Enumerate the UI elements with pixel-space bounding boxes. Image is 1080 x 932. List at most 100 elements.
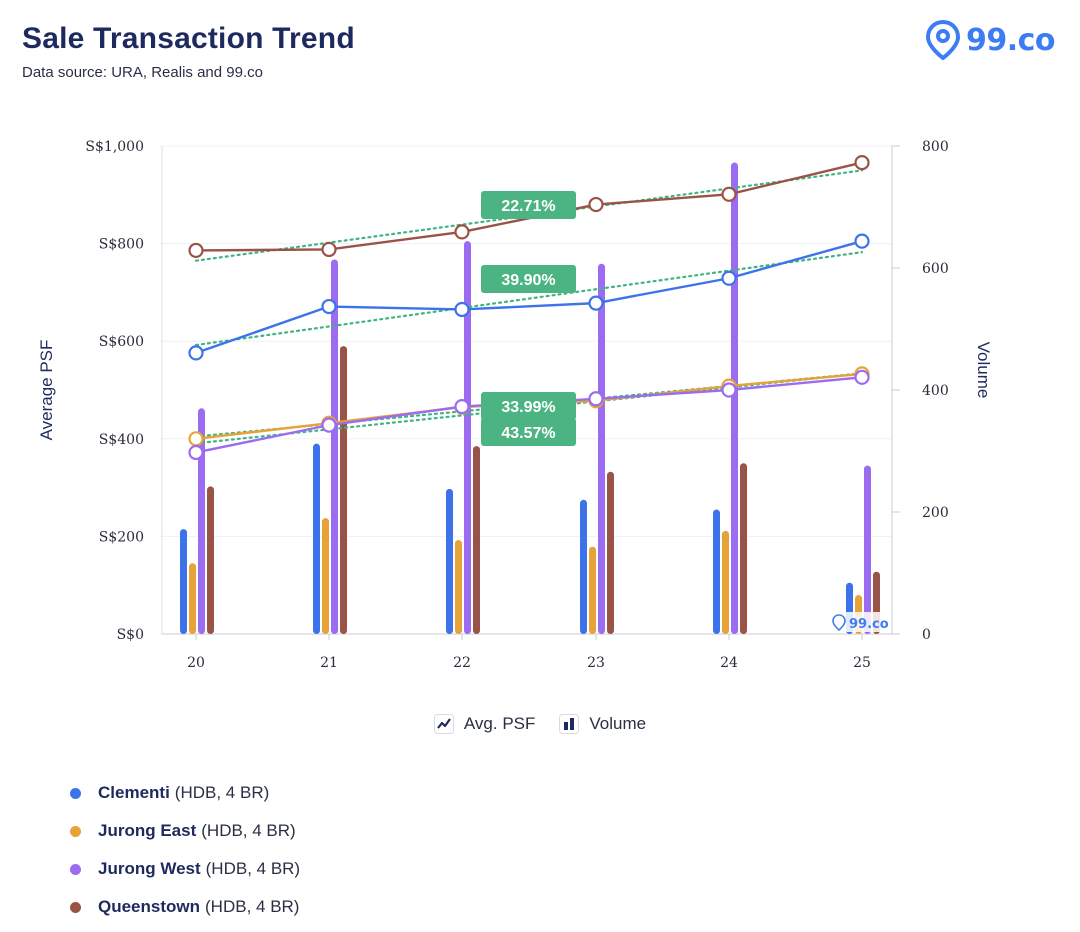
volume-bar [473, 446, 480, 634]
chart-watermark-logo: 99.co [830, 612, 889, 632]
volume-toggle-label: Volume [589, 714, 647, 733]
legend-name: Queenstown [98, 897, 201, 916]
legend-detail: (HDB, 4 BR) [205, 859, 301, 878]
legend-swatch [70, 787, 81, 799]
volume-toggle[interactable]: Volume [559, 714, 646, 734]
volume-bar [189, 563, 196, 634]
trend-percent-label: 22.71% [501, 198, 555, 215]
legend-item-clementi[interactable]: Clementi (HDB, 4 BR) [70, 774, 300, 812]
psf-point [188, 444, 204, 461]
trend-line [194, 251, 864, 347]
chart-legend: Clementi (HDB, 4 BR) Jurong East (HDB, 4… [70, 774, 300, 926]
psf-point [321, 241, 337, 258]
volume-bar [340, 346, 347, 634]
psf-point [721, 270, 737, 286]
badge-bg [481, 418, 576, 446]
badge-bg [481, 265, 576, 293]
x-tick-label: 25 [853, 655, 871, 671]
sale-trend-chart: S$0 S$200 S$400 S$600 S$800 S$1,000 0 200 400 600… [37, 139, 993, 671]
volume-bar [313, 443, 320, 634]
x-tick-label: 20 [187, 655, 205, 671]
psf-point [321, 298, 337, 315]
legend-swatch [70, 863, 81, 875]
volume-bar [464, 241, 471, 634]
x-tick-label: 21 [320, 655, 338, 671]
psf-point [854, 369, 870, 385]
y-left-tick-label: S$800 [99, 237, 144, 253]
volume-bar [331, 259, 338, 634]
chart-mode-toggles: Avg. PSF Volume [0, 714, 1080, 734]
psf-point [321, 417, 337, 433]
brand-logo[interactable]: 99.co [926, 20, 1056, 60]
volume-bar [446, 488, 453, 634]
x-tick-label: 23 [587, 655, 605, 671]
psf-point [588, 295, 604, 311]
legend-item-queenstown[interactable]: Queenstown (HDB, 4 BR) [70, 888, 300, 926]
watermark-text: 99.co [849, 617, 889, 632]
volume-bar [322, 518, 329, 634]
psf-point [188, 431, 204, 447]
psf-point [454, 224, 470, 240]
psf-point [721, 186, 737, 202]
volume-bar [598, 263, 605, 634]
volume-bar [580, 499, 587, 634]
volume-bar [589, 546, 596, 634]
psf-point [454, 301, 470, 318]
psf-point [721, 382, 737, 398]
trend-percent-badge: 39.90% [481, 265, 576, 293]
volume-bar [607, 471, 614, 634]
legend-swatch [70, 901, 81, 913]
trend-percent-label: 43.57% [501, 425, 555, 442]
volume-bar [455, 540, 462, 634]
psf-point [454, 398, 470, 415]
y-right-tick-label: 800 [922, 139, 949, 155]
volume-bar [864, 465, 871, 634]
volume-bar [207, 486, 214, 634]
legend-item-jurong-east[interactable]: Jurong East (HDB, 4 BR) [70, 812, 300, 850]
legend-detail: (HDB, 4 BR) [174, 783, 270, 802]
y-left-tick-label: S$1,000 [85, 139, 144, 155]
trend-percent-label: 33.99% [501, 399, 555, 416]
x-tick-label: 22 [453, 655, 471, 671]
y-left-tick-label: S$400 [99, 432, 144, 448]
psf-line [195, 240, 863, 355]
y-right-axis-title: Volume [974, 342, 993, 399]
psf-point [188, 345, 204, 361]
y-right-tick-label: 200 [922, 505, 949, 521]
y-left-tick-label: S$600 [99, 334, 144, 350]
location-pin-icon [832, 614, 846, 632]
trend-percent-label: 39.90% [501, 272, 555, 289]
location-pin-icon [926, 20, 960, 60]
y-left-tick-label: S$0 [117, 627, 144, 643]
legend-item-jurong-west[interactable]: Jurong West (HDB, 4 BR) [70, 850, 300, 888]
page-title: Sale Transaction Trend [22, 22, 355, 55]
y-right-tick-label: 0 [922, 627, 931, 643]
psf-point [854, 154, 870, 171]
line-chart-icon [433, 714, 454, 734]
y-right-tick-label: 400 [922, 383, 949, 399]
psf-point [188, 242, 204, 259]
volume-bar [722, 530, 729, 634]
psf-point [588, 196, 604, 213]
legend-name: Clementi [98, 783, 170, 802]
data-source-subtitle: Data source: URA, Realis and 99.co [22, 64, 263, 81]
legend-name: Jurong West [98, 859, 201, 878]
legend-swatch [70, 825, 81, 837]
badge-bg [481, 191, 576, 219]
bar-chart-icon [559, 714, 580, 734]
trend-percent-badge: 22.71% [481, 191, 576, 219]
legend-detail: (HDB, 4 BR) [205, 897, 300, 916]
psf-point [588, 391, 604, 407]
volume-bar [713, 509, 720, 634]
volume-bar [740, 463, 747, 634]
legend-name: Jurong East [98, 821, 197, 840]
legend-detail: (HDB, 4 BR) [201, 821, 296, 840]
volume-bar [180, 529, 187, 634]
y-left-tick-label: S$200 [99, 529, 144, 545]
trend-percent-badge: 33.99% [481, 392, 576, 420]
brand-name: 99.co [966, 22, 1056, 58]
y-right-tick-label: 600 [922, 261, 949, 277]
y-left-axis-title: Average PSF [37, 340, 56, 441]
avg-psf-toggle-label: Avg. PSF [463, 714, 536, 733]
avg-psf-toggle[interactable]: Avg. PSF [433, 714, 536, 734]
